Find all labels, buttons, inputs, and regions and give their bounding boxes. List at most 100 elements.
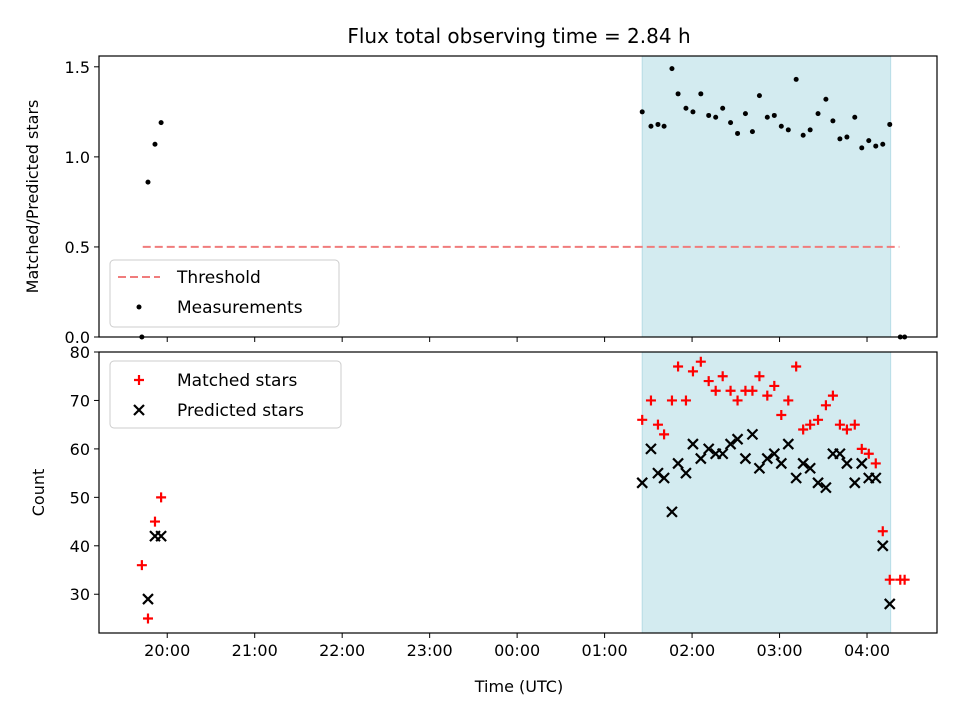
matched-stars-point	[659, 429, 670, 440]
legend-measurements-swatch	[136, 304, 142, 310]
measurement-point	[713, 114, 719, 120]
measurement-point	[778, 123, 784, 129]
predicted-stars-point	[797, 457, 809, 470]
legend: Matched stars Predicted stars	[109, 360, 342, 429]
matched-stars-point	[666, 395, 677, 406]
matched-stars-point	[149, 516, 160, 527]
x-tick-label: 22:00	[319, 641, 365, 660]
top-panel: 0.0 0.5 1.0 1.5 Threshold Measurements	[65, 55, 938, 347]
predicted-stars-point	[702, 443, 715, 455]
predicted-stars-point	[645, 443, 657, 455]
x-tick-label: 20:00	[144, 641, 190, 660]
predicted-stars-point	[761, 452, 774, 465]
matched-stars-point	[863, 448, 874, 459]
predicted-stars-point	[658, 472, 670, 484]
matched-stars-point	[877, 526, 888, 537]
legend-box	[109, 259, 340, 328]
predicted-stars-point	[790, 472, 802, 484]
bottom-y-axis-label: Count	[29, 469, 48, 517]
measurement-point	[756, 93, 762, 99]
matched-stars-point	[645, 395, 656, 406]
measurement-point	[698, 91, 704, 97]
x-axis-label: Time (UTC)	[474, 677, 563, 696]
measurement-point	[145, 179, 151, 185]
predicted-stars-point	[687, 438, 699, 450]
measurement-point	[823, 96, 829, 102]
measurement-point	[158, 120, 164, 126]
measurement-point	[749, 129, 755, 135]
y-tick-label: 1.5	[65, 58, 90, 77]
matched-stars-point	[827, 390, 838, 401]
matched-stars-point	[820, 400, 831, 411]
matched-stars-point	[798, 424, 809, 435]
top-y-axis-label: Matched/Predicted stars	[23, 100, 42, 294]
matched-stars-point	[717, 371, 728, 382]
legend-threshold-label: Threshold	[176, 268, 261, 288]
measurement-point	[690, 109, 696, 115]
measurement-point	[675, 91, 681, 97]
matched-stars-point	[747, 385, 758, 396]
predicted-stars-point	[739, 452, 752, 465]
predicted-stars-point	[746, 428, 759, 441]
legend-predicted-swatch	[133, 404, 145, 416]
measurement-point	[742, 111, 748, 117]
predicted-stars-point	[855, 457, 868, 470]
predicted-stars-point	[876, 540, 889, 552]
measurement-point	[152, 141, 158, 147]
measurement-point	[815, 111, 821, 117]
y-tick-label: 1.0	[65, 148, 90, 167]
x-tick-label: 00:00	[494, 641, 540, 660]
matched-stars-point	[652, 419, 663, 430]
y-tick-label: 80	[70, 343, 90, 362]
measurement-point	[887, 121, 893, 127]
predicted-stars-point	[834, 447, 846, 460]
predicted-stars-point	[680, 467, 692, 479]
measurement-point	[859, 145, 865, 151]
measurement-point	[764, 114, 770, 120]
predicted-stars-point	[812, 477, 824, 489]
predicted-stars-point	[775, 457, 788, 470]
legend-predicted-label: Predicted stars	[177, 401, 304, 421]
measurement-point	[639, 109, 645, 115]
predicted-stars-point	[155, 530, 167, 542]
matched-stars-point	[710, 385, 721, 396]
matched-stars-point	[769, 380, 780, 391]
measurement-point	[683, 105, 689, 111]
predicted-stars-point	[782, 438, 795, 450]
measurement-point	[669, 66, 675, 72]
matched-stars-point	[695, 356, 706, 367]
measurement-point	[706, 112, 712, 118]
y-tick-label: 0.5	[65, 238, 90, 257]
x-tick-label: 01:00	[582, 641, 628, 660]
matched-stars-point	[776, 409, 787, 420]
measurement-point	[655, 121, 661, 127]
predicted-stars-point	[731, 433, 744, 445]
measurement-point	[771, 112, 777, 118]
y-tick-label: 30	[70, 585, 90, 604]
y-tick-label: 40	[70, 537, 90, 556]
measurement-point	[807, 127, 813, 133]
measurement-point	[866, 138, 872, 144]
matched-stars-point	[673, 361, 684, 372]
measurement-point	[852, 114, 858, 120]
measurement-point	[880, 141, 886, 147]
predicted-stars-point	[716, 447, 729, 460]
measurement-point	[735, 130, 741, 136]
matched-stars-point	[680, 395, 691, 406]
plot-frame	[98, 55, 938, 338]
matched-stars-point	[783, 395, 794, 406]
bottom-panel: 30 40 50 60 70 80 20:00 21:00 22:00 23:00 00:00 01:…	[70, 343, 938, 660]
predicted-stars-point	[820, 481, 832, 494]
measurement-point	[661, 123, 667, 129]
predicted-stars-point	[841, 457, 853, 470]
legend-matched-label: Matched stars	[177, 371, 297, 391]
matched-stars-point	[791, 361, 802, 372]
measurement-point	[844, 134, 850, 140]
matched-stars-point	[856, 443, 867, 454]
matched-stars-point	[703, 376, 714, 387]
matched-stars-point	[732, 395, 743, 406]
x-tick-label: 03:00	[756, 641, 802, 660]
predicted-stars-point	[883, 598, 896, 610]
x-tick-label: 02:00	[669, 641, 715, 660]
matched-stars-point	[841, 424, 852, 435]
